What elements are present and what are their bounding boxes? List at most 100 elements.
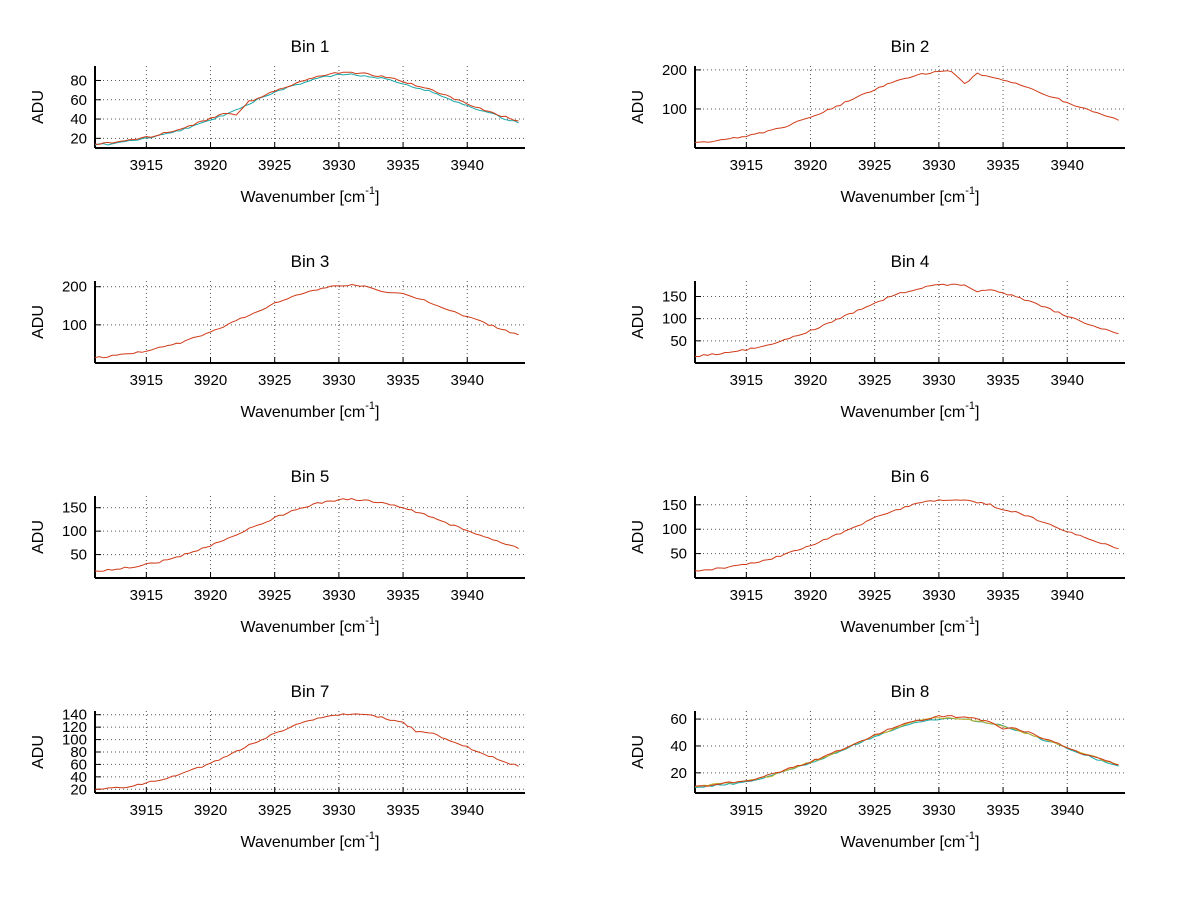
chart-canvas-bin-2: 100 200 3915 3920 3925 3930 3935 3940 Bin 2 ADU Wa… [630, 37, 1125, 206]
chart-title: Bin 5 [291, 467, 330, 486]
x-tick-label: 3925 [258, 587, 291, 604]
chart-title: Bin 8 [891, 682, 930, 701]
chart-bin-7: 20 40 60 80 100 120 140 3915 3920 3925 3930 3935 394… [0, 673, 600, 888]
chart-title: Bin 7 [291, 682, 330, 701]
chart-canvas-bin-3: 100 200 3915 3920 3925 3930 3935 3940 Bin 3 ADU Wa… [30, 252, 525, 421]
chart-bin-5: 50 100 150 3915 3920 3925 3930 3935 3940 Bin 5 ADU… [0, 458, 600, 673]
x-tick-label: 3940 [451, 802, 484, 819]
series-trace-teal [694, 718, 1119, 789]
chart-bin-6: 50 100 150 3915 3920 3925 3930 3935 3940 Bin 6 ADU… [600, 458, 1200, 673]
y-tick-label: 40 [670, 738, 687, 755]
x-tick-label: 3940 [1051, 802, 1084, 819]
x-tick-label: 3915 [130, 802, 163, 819]
x-tick-label: 3930 [322, 587, 355, 604]
y-tick-label: 200 [62, 279, 87, 296]
x-tick-label: 3925 [258, 157, 291, 174]
y-tick-label: 50 [670, 546, 687, 563]
x-tick-label: 3940 [1051, 587, 1084, 604]
x-tick-label: 3920 [194, 802, 227, 819]
y-tick-label: 50 [670, 333, 687, 350]
series-trace-olive [694, 717, 1119, 788]
series-trace-red [94, 497, 519, 572]
series-trace-red [94, 713, 519, 791]
x-tick-label: 3920 [194, 157, 227, 174]
x-tick-label: 3920 [794, 157, 827, 174]
series-trace-red [694, 70, 1119, 143]
x-tick-label: 3925 [858, 157, 891, 174]
y-tick-label: 80 [70, 744, 87, 761]
y-tick-label: 80 [70, 72, 87, 89]
x-tick-label: 3935 [386, 587, 419, 604]
x-tick-label: 3940 [451, 157, 484, 174]
y-tick-label: 20 [70, 781, 87, 798]
y-tick-label: 150 [662, 497, 687, 514]
y-tick-label: 120 [62, 719, 87, 736]
x-tick-label: 3935 [386, 802, 419, 819]
chart-canvas-bin-4: 50 100 150 3915 3920 3925 3930 3935 3940 Bin 4 ADU… [630, 252, 1125, 421]
chart-bin-8: 20 40 60 3915 3920 3925 3930 3935 3940 Bin 8 ADU Wa… [600, 673, 1200, 888]
y-axis-label: ADU [30, 90, 47, 124]
y-tick-label: 40 [70, 111, 87, 128]
y-tick-label: 100 [662, 311, 687, 328]
y-tick-label: 200 [662, 62, 687, 79]
series-trace-red [694, 499, 1119, 572]
x-tick-label: 3940 [1051, 157, 1084, 174]
y-tick-label: 60 [670, 711, 687, 728]
y-tick-label: 40 [70, 769, 87, 786]
x-tick-label: 3935 [986, 802, 1019, 819]
chart-canvas-bin-6: 50 100 150 3915 3920 3925 3930 3935 3940 Bin 6 ADU… [630, 467, 1125, 636]
series-trace-red [694, 283, 1119, 358]
x-axis-label: Wavenumber [cm-1] [240, 185, 379, 206]
x-tick-label: 3915 [730, 372, 763, 389]
chart-bin-1: 20 40 60 80 3915 3920 3925 3930 3935 3940 Bin 1 ADU… [0, 28, 600, 243]
x-tick-label: 3930 [322, 157, 355, 174]
y-axis-label: ADU [630, 305, 647, 339]
x-tick-label: 3930 [922, 372, 955, 389]
x-axis-label: Wavenumber [cm-1] [840, 400, 979, 421]
y-tick-label: 100 [62, 317, 87, 334]
series-trace-red [94, 71, 519, 145]
y-axis-label: ADU [630, 735, 647, 769]
y-tick-label: 100 [62, 732, 87, 749]
x-tick-label: 3940 [451, 587, 484, 604]
chart-bin-4: 50 100 150 3915 3920 3925 3930 3935 3940 Bin 4 ADU… [600, 243, 1200, 458]
x-tick-label: 3915 [130, 587, 163, 604]
chart-canvas-bin-1: 20 40 60 80 3915 3920 3925 3930 3935 3940 Bin 1 ADU… [30, 37, 525, 206]
series-trace-red [694, 715, 1119, 787]
series-trace-teal [94, 73, 519, 146]
x-tick-label: 3925 [858, 587, 891, 604]
series-trace-red [94, 283, 519, 359]
x-tick-label: 3915 [130, 157, 163, 174]
x-tick-label: 3915 [730, 802, 763, 819]
chart-title: Bin 6 [891, 467, 930, 486]
x-tick-label: 3925 [258, 802, 291, 819]
y-tick-label: 140 [62, 707, 87, 724]
x-tick-label: 3930 [322, 372, 355, 389]
x-tick-label: 3935 [386, 372, 419, 389]
x-tick-label: 3920 [794, 587, 827, 604]
x-tick-label: 3940 [451, 372, 484, 389]
chart-title: Bin 1 [291, 37, 330, 56]
y-axis-label: ADU [630, 520, 647, 554]
x-tick-label: 3920 [194, 372, 227, 389]
x-axis-label: Wavenumber [cm-1] [240, 615, 379, 636]
y-tick-label: 60 [70, 756, 87, 773]
x-tick-label: 3915 [730, 157, 763, 174]
x-tick-label: 3930 [922, 587, 955, 604]
x-axis-label: Wavenumber [cm-1] [840, 830, 979, 851]
x-tick-label: 3925 [858, 372, 891, 389]
chart-canvas-bin-8: 20 40 60 3915 3920 3925 3930 3935 3940 Bin 8 ADU Wa… [630, 682, 1125, 851]
chart-bin-2: 100 200 3915 3920 3925 3930 3935 3940 Bin 2 ADU Wa… [600, 28, 1200, 243]
x-tick-label: 3935 [986, 372, 1019, 389]
chart-title: Bin 2 [891, 37, 930, 56]
x-tick-label: 3935 [986, 157, 1019, 174]
x-tick-label: 3930 [322, 802, 355, 819]
x-axis-label: Wavenumber [cm-1] [840, 185, 979, 206]
x-tick-label: 3935 [986, 587, 1019, 604]
chart-title: Bin 3 [291, 252, 330, 271]
x-tick-label: 3930 [922, 802, 955, 819]
x-tick-label: 3935 [386, 157, 419, 174]
chart-bin-3: 100 200 3915 3920 3925 3930 3935 3940 Bin 3 ADU Wa… [0, 243, 600, 458]
y-tick-label: 150 [662, 289, 687, 306]
